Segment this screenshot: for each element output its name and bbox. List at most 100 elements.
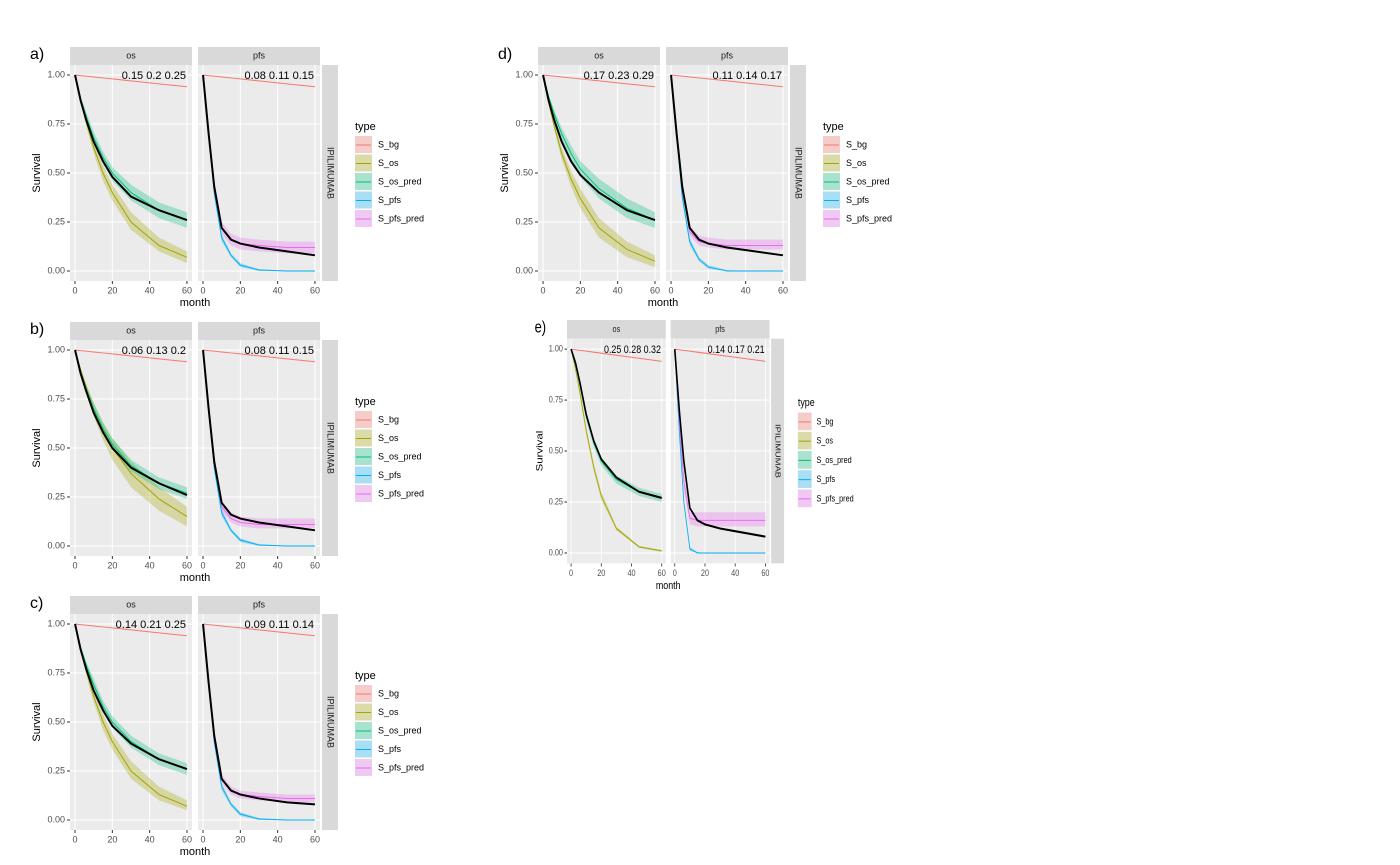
km-curve bbox=[202, 623, 316, 806]
y-tick-label: 0.25 bbox=[47, 765, 65, 775]
x-tick-label: 40 bbox=[145, 834, 155, 844]
facet-strip bbox=[70, 596, 192, 614]
km-curve bbox=[74, 623, 188, 770]
x-tick-label: 60 bbox=[182, 285, 192, 295]
x-axis-title: month bbox=[180, 297, 211, 309]
y-tick-label: 1.00 bbox=[515, 69, 533, 79]
x-tick-label: 0 bbox=[201, 285, 206, 295]
y-axis-title: Survival bbox=[31, 428, 43, 467]
legend-label: S_os bbox=[816, 435, 833, 446]
x-tick-label: 60 bbox=[182, 560, 192, 570]
survival-line bbox=[542, 74, 656, 221]
panel: b) os 0.00 0.25 0.50 0.75 1.00 0 20 40 60 0.06 0.13… bbox=[30, 321, 424, 584]
legend-label: S_os_pred bbox=[378, 725, 422, 735]
legend-label: S_os_pred bbox=[816, 454, 851, 465]
legend-label: S_os bbox=[378, 158, 399, 168]
x-tick-label: 40 bbox=[273, 560, 283, 570]
panel: e) os 0.00 0.25 0.50 0.75 1.00 0 20 40 60 0.25 0.28… bbox=[535, 319, 854, 592]
legend-label: S_pfs_pred bbox=[816, 492, 854, 503]
x-tick-label: 20 bbox=[597, 567, 605, 578]
legend-label: S_pfs bbox=[816, 473, 835, 484]
legend-label: S_bg bbox=[816, 415, 833, 426]
legend-label: S_os_pred bbox=[846, 176, 890, 186]
facet-strip bbox=[198, 596, 320, 614]
panel: a) os 0.00 0.25 0.50 0.75 1.00 0 20 40 60 0.15 0.2 … bbox=[30, 46, 424, 309]
facet-title: pfs bbox=[721, 50, 734, 60]
legend-label: S_os bbox=[846, 158, 867, 168]
facet-strip bbox=[666, 47, 788, 65]
legend-title: type bbox=[355, 121, 376, 133]
annotation: 0.25 0.28 0.32 bbox=[604, 344, 661, 356]
facet-title: pfs bbox=[715, 323, 725, 334]
y-tick-label: 1.00 bbox=[47, 618, 65, 628]
legend-label: S_bg bbox=[378, 139, 399, 149]
x-tick-label: 0 bbox=[541, 285, 546, 295]
annotation: 0.06 0.13 0.2 bbox=[122, 345, 186, 357]
km-curve bbox=[570, 348, 662, 499]
panel-label: a) bbox=[30, 46, 44, 63]
confidence-band bbox=[75, 624, 187, 775]
panel: d) os 0.00 0.25 0.50 0.75 1.00 0 20 40 60 0.17 0.23… bbox=[498, 46, 892, 309]
x-tick-label: 20 bbox=[703, 285, 713, 295]
x-tick-label: 20 bbox=[701, 567, 709, 578]
x-tick-label: 20 bbox=[107, 834, 117, 844]
legend-label: S_pfs_pred bbox=[846, 213, 892, 223]
y-tick-label: 0.50 bbox=[47, 167, 65, 177]
facet-strip bbox=[538, 47, 660, 65]
right-strip-label: IPILIMUMAB bbox=[774, 424, 783, 478]
x-tick-label: 60 bbox=[310, 560, 320, 570]
panel-label: d) bbox=[498, 46, 512, 63]
x-tick-label: 40 bbox=[145, 560, 155, 570]
survival-line bbox=[674, 349, 766, 554]
confidence-band bbox=[75, 75, 187, 264]
panel: c) os 0.00 0.25 0.50 0.75 1.00 0 20 40 60 0.14 0.21… bbox=[30, 595, 424, 858]
x-tick-label: 60 bbox=[182, 834, 192, 844]
survival-line bbox=[670, 74, 784, 88]
legend-label: S_pfs bbox=[378, 744, 402, 754]
y-tick-label: 0.00 bbox=[47, 814, 65, 824]
km-curve bbox=[202, 74, 316, 257]
x-tick-label: 40 bbox=[613, 285, 623, 295]
facet-title: os bbox=[126, 50, 136, 60]
y-tick-label: 0.25 bbox=[47, 216, 65, 226]
annotation: 0.11 0.14 0.17 bbox=[712, 70, 782, 82]
right-strip bbox=[322, 340, 338, 556]
x-tick-label: 40 bbox=[741, 285, 751, 295]
annotation: 0.08 0.11 0.15 bbox=[244, 345, 314, 357]
x-tick-label: 0 bbox=[73, 834, 78, 844]
km-curve bbox=[74, 74, 188, 221]
legend-label: S_bg bbox=[378, 688, 399, 698]
legend-label: S_os bbox=[378, 707, 399, 717]
right-strip bbox=[322, 65, 338, 281]
y-axis-title: Survival bbox=[536, 431, 546, 472]
y-tick-label: 0.50 bbox=[549, 445, 563, 456]
facet-strip bbox=[70, 322, 192, 340]
panel-label: b) bbox=[30, 321, 44, 338]
facet-title: pfs bbox=[253, 599, 266, 609]
x-tick-label: 20 bbox=[107, 285, 117, 295]
facet-strip bbox=[198, 322, 320, 340]
right-strip bbox=[771, 338, 785, 564]
facet-strip bbox=[198, 47, 320, 65]
confidence-band bbox=[543, 75, 655, 268]
panel-label: c) bbox=[30, 595, 43, 612]
legend-label: S_os bbox=[378, 433, 399, 443]
y-tick-label: 0.50 bbox=[515, 167, 533, 177]
facet-title: os bbox=[126, 325, 136, 335]
y-tick-label: 0.25 bbox=[549, 496, 563, 507]
facet-strip bbox=[567, 320, 666, 339]
legend-swatch bbox=[797, 431, 812, 450]
x-axis-title: month bbox=[648, 297, 679, 309]
km-curve bbox=[74, 349, 188, 496]
confidence-band bbox=[543, 75, 655, 228]
legend-label: S_pfs_pred bbox=[378, 213, 424, 223]
facet-title: pfs bbox=[253, 50, 266, 60]
x-tick-label: 20 bbox=[107, 560, 117, 570]
x-axis-title: month bbox=[180, 572, 211, 584]
survival-line bbox=[74, 74, 188, 88]
legend-key bbox=[797, 489, 812, 508]
survival-line bbox=[202, 623, 316, 637]
x-tick-label: 0 bbox=[201, 560, 206, 570]
legend-label: S_pfs bbox=[378, 195, 402, 205]
legend-key bbox=[797, 431, 812, 450]
